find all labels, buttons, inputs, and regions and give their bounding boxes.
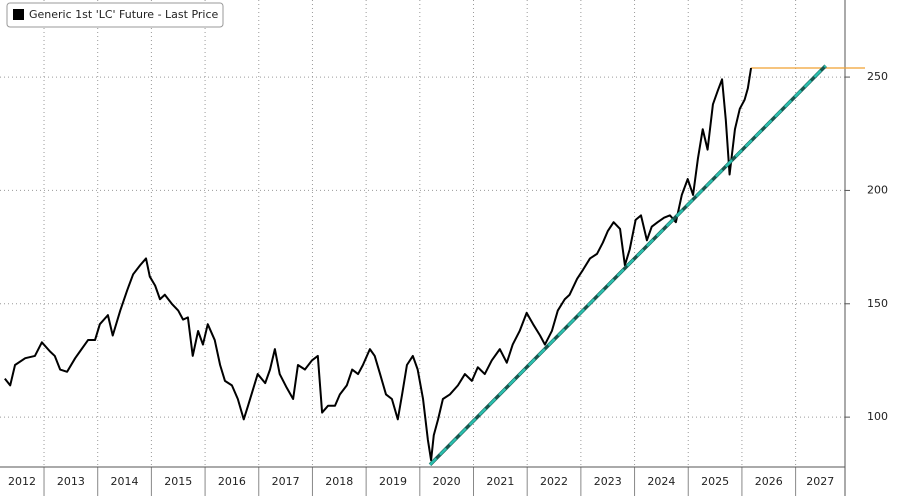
legend-box xyxy=(6,2,224,28)
y-tick-label: 200 xyxy=(867,183,888,196)
x-tick-label: 2025 xyxy=(701,475,729,488)
x-tick-label: 2023 xyxy=(594,475,622,488)
x-tick-label: 2018 xyxy=(325,475,353,488)
y-tick-label: 250 xyxy=(867,70,888,83)
x-tick-label: 2020 xyxy=(433,475,461,488)
x-tick-label: 2022 xyxy=(540,475,568,488)
x-tick-label: 2026 xyxy=(755,475,783,488)
x-tick-label: 2019 xyxy=(379,475,407,488)
y-tick-label: 100 xyxy=(867,410,888,423)
x-tick-label: 2016 xyxy=(218,475,246,488)
x-tick-label: 2021 xyxy=(486,475,514,488)
x-tick-label: 2014 xyxy=(111,475,139,488)
x-tick-label: 2013 xyxy=(57,475,85,488)
x-tick-label: 2027 xyxy=(806,475,834,488)
x-tick-label: 2012 xyxy=(8,475,36,488)
y-tick-label: 150 xyxy=(867,297,888,310)
x-tick-label: 2015 xyxy=(164,475,192,488)
price-line xyxy=(4,67,753,462)
legend-swatch xyxy=(13,9,24,20)
legend: Generic 1st 'LC' Future - Last Price xyxy=(6,2,224,28)
x-tick-label: 2024 xyxy=(647,475,675,488)
legend-label: Generic 1st 'LC' Future - Last Price xyxy=(29,8,219,21)
trendline xyxy=(429,64,827,466)
x-tick-label: 2017 xyxy=(272,475,300,488)
